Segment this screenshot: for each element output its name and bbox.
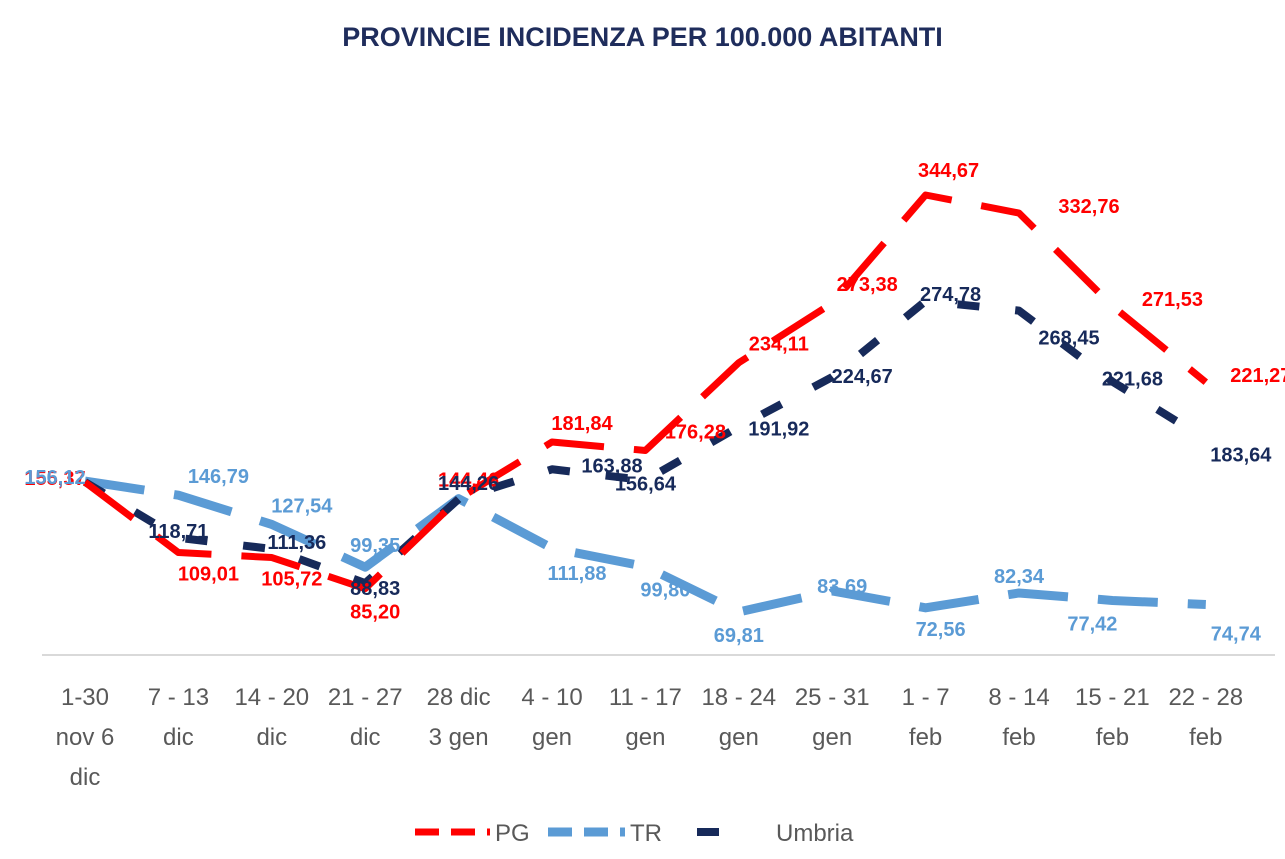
x-tick-label: 28 dic 3 gen (427, 684, 491, 751)
data-label-umbria: 221,68 (1102, 369, 1163, 391)
data-label-pg: 105,72 (261, 569, 322, 591)
data-label-umbria: 163,88 (581, 455, 642, 477)
series-line-tr (84, 476, 1206, 617)
data-label-pg: 176,28 (665, 421, 726, 443)
data-label-umbria: 191,92 (748, 419, 809, 441)
legend-label-umbria: Umbria (776, 820, 854, 847)
x-tick-label: 22 - 28 feb (1168, 684, 1243, 751)
data-label-tr: 99,80 (640, 580, 690, 602)
data-label-pg: 144,46 (438, 470, 499, 492)
data-label-tr: 82,34 (994, 566, 1045, 588)
data-label-pg: 181,84 (551, 413, 613, 435)
data-label-tr: 156,12 (24, 467, 85, 489)
x-tick-label: 1-30 nov 6 dic (56, 684, 115, 791)
data-label-pg: 234,11 (749, 334, 809, 356)
x-tick-label: 14 - 20 dic (234, 684, 309, 751)
chart-title: PROVINCIE INCIDENZA PER 100.000 ABITANTI (342, 22, 943, 52)
x-tick-label: 8 - 14 feb (988, 684, 1049, 751)
data-label-umbria: 88,83 (350, 578, 400, 600)
data-label-umbria: 268,45 (1038, 328, 1099, 350)
legend-label-pg: PG (495, 820, 530, 847)
data-label-tr: 99,35 (350, 535, 400, 557)
data-label-tr: 127,54 (271, 495, 333, 517)
data-label-umbria: 156,64 (615, 473, 677, 495)
data-label-pg: 85,20 (350, 602, 400, 624)
data-label-tr: 77,42 (1067, 613, 1117, 635)
x-tick-label: 18 - 24 gen (701, 684, 776, 751)
series-line-umbria (82, 297, 1208, 588)
data-label-umbria: 224,67 (832, 366, 893, 388)
x-tick-label: 1 - 7 feb (902, 684, 950, 751)
legend-label-tr: TR (630, 820, 662, 847)
data-label-pg: 271,53 (1142, 289, 1203, 311)
data-label-tr: 72,56 (916, 619, 966, 641)
data-label-tr: 111,88 (548, 563, 607, 585)
data-label-pg: 273,38 (837, 274, 898, 296)
series-line-pg (82, 191, 1209, 593)
data-label-pg: 344,67 (918, 160, 979, 182)
x-tick-label: 15 - 21 feb (1075, 684, 1150, 751)
data-label-umbria: 144,26 (438, 473, 499, 495)
data-label-tr: 146,79 (188, 466, 249, 488)
x-tick-label: 7 - 13 dic (148, 684, 209, 751)
data-label-pg: 155,37 (24, 468, 85, 490)
data-label-tr: 74,74 (1211, 624, 1262, 646)
data-label-pg: 332,76 (1058, 196, 1119, 218)
x-tick-label: 4 - 10 gen (521, 684, 582, 751)
data-label-tr: 69,81 (714, 625, 764, 647)
data-label-tr: 83,69 (817, 576, 867, 598)
data-label-umbria: 183,64 (1210, 444, 1272, 466)
x-tick-label: 25 - 31 gen (795, 684, 870, 751)
x-tick-label: 11 - 17 gen (609, 684, 682, 751)
data-label-pg: 221,27 (1230, 365, 1285, 387)
x-tick-label: 21 - 27 dic (328, 684, 403, 751)
data-label-umbria: 274,78 (920, 284, 981, 306)
data-label-umbria: 118,71 (148, 521, 208, 543)
data-label-pg: 109,01 (178, 564, 239, 586)
data-label-umbria: 111,36 (267, 532, 326, 554)
